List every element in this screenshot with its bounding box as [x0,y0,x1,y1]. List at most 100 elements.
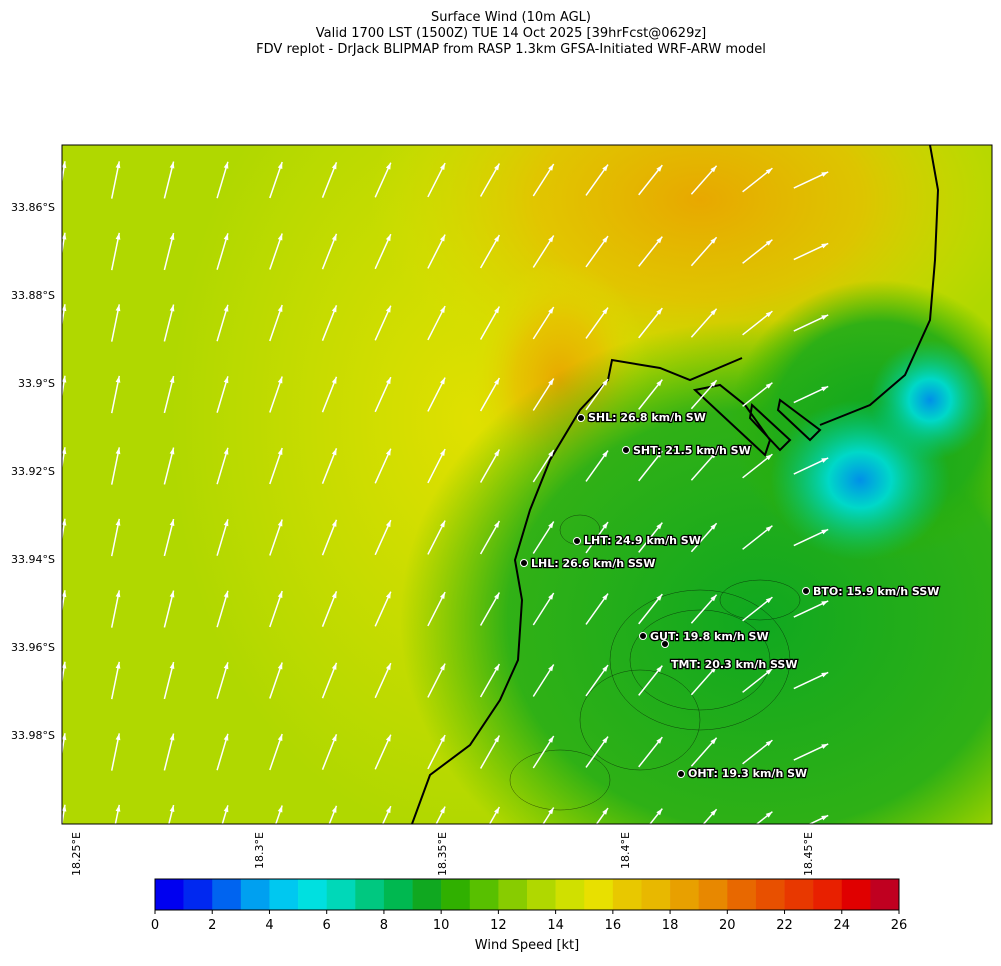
wind-arrow-head [548,378,554,386]
wind-arrow-head [385,591,391,599]
wind-arrow-head [169,161,175,169]
colorbar-tick-label: 8 [380,918,388,933]
station-label: LHL: 26.6 km/h SSW [531,557,655,570]
wind-arrow-head [439,735,446,743]
wind-arrow-head [765,311,773,318]
colorbar-segment [326,879,356,910]
wind-arrow-head [331,662,337,670]
wind-arrow-head [548,306,554,314]
wind-arrow-head [385,448,391,456]
wind-arrow-head [710,737,717,745]
lon-label: 18.25°E [70,832,83,876]
wind-arrow-head [656,665,663,673]
wind-arrow-head [169,519,175,527]
colorbar-tick-label: 18 [662,918,679,933]
wind-arrow-head [115,804,121,812]
colorbar-segment [298,879,327,910]
colorbar-tick-label: 26 [891,918,908,933]
colorbar-segment [527,879,556,910]
wind-arrow-head [821,457,829,463]
colorbar-tick-label: 0 [151,918,159,933]
wind-arrow-head [277,519,283,527]
wind-arrow-head [169,447,175,455]
wind-arrow-head [439,377,446,385]
colorbar-segment [183,879,213,910]
wind-arrow-head [548,521,554,529]
station-dot [639,632,647,640]
wind-arrow-head [656,594,663,601]
wind-arrow-head [223,805,229,813]
wind-arrow-head [494,163,500,171]
wind-arrow-head [223,447,229,455]
colorbar-segment [355,879,385,910]
wind-arrow-head [821,386,829,392]
wind-arrow-head [115,304,121,312]
wind-arrow-head [821,743,829,749]
wind-arrow-head [602,736,608,744]
wind-arrow-head [169,733,175,741]
wind-arrow-head [710,237,717,244]
wind-arrow-head [821,672,829,678]
lon-label: 18.35°E [436,832,449,876]
wind-arrow-head [439,234,446,242]
station-label: SHT: 21.5 km/h SW [633,444,751,457]
lon-label: 18.45°E [802,832,815,876]
wind-arrow-head [385,520,391,528]
wind-arrow-head [548,664,554,672]
wind-arrow-head [439,663,446,671]
wind-arrow-head [494,663,500,671]
wind-arrow-head [710,165,717,173]
colorbar-segment [212,879,242,910]
wind-arrow-head [223,662,229,670]
colorbar-tick-label: 24 [833,918,850,933]
title-line: Valid 1700 LST (1500Z) TUE 14 Oct 2025 [… [316,26,706,41]
lon-label: 18.4°E [619,832,632,869]
wind-arrow-head [169,304,175,312]
wind-arrow-head [821,243,829,249]
wind-arrow-head [385,162,391,170]
station-dot [577,414,585,422]
wind-arrow-head [548,449,554,457]
wind-arrow-head [169,233,175,241]
wind-arrow-head [765,239,773,246]
wind-arrow-head [494,234,500,242]
wind-arrow-head [223,590,229,598]
wind-arrow-head [656,451,663,458]
colorbar-segment [670,879,699,910]
wind-arrow-head [385,234,391,242]
wind-arrow-head [169,376,175,384]
lat-label: 33.88°S [11,289,55,302]
wind-arrow-head [385,663,391,671]
station-dot [573,537,581,545]
wind-arrow-head [602,665,608,672]
colorbar-frame [154,878,900,911]
station-label: SHL: 26.8 km/h SW [588,411,706,424]
wind-arrow-head [548,592,554,600]
wind-arrow-head [710,308,717,316]
colorbar-tick-label: 22 [776,918,793,933]
wind-arrow-head [331,591,337,599]
lat-label: 33.98°S [11,729,55,742]
wind-arrow-head [331,519,337,527]
colorbar-segment [383,879,413,910]
colorbar-tick-label: 4 [265,918,273,933]
wind-arrow-head [115,590,121,598]
wind-arrow-head [656,165,663,172]
lat-label: 33.9°S [18,377,55,390]
wind-arrow-head [494,806,500,814]
wind-arrow-head [494,735,500,743]
colorbar-segment [698,879,728,910]
colorbar-tick-label: 20 [719,918,736,933]
wind-arrow-head [277,376,283,384]
wind-arrow-head [223,376,229,384]
wind-arrow-head [62,232,67,240]
wind-arrow-head [385,305,391,313]
colorbar-tick-label: 12 [490,918,507,933]
wind-arrow-head [439,306,446,314]
station-dot [622,446,630,454]
wind-arrow-head [548,807,554,815]
wind-arrow-head [277,805,283,813]
wind-arrow-head [277,448,283,456]
wind-arrow-head [765,382,773,389]
wind-arrow-head [115,232,121,240]
